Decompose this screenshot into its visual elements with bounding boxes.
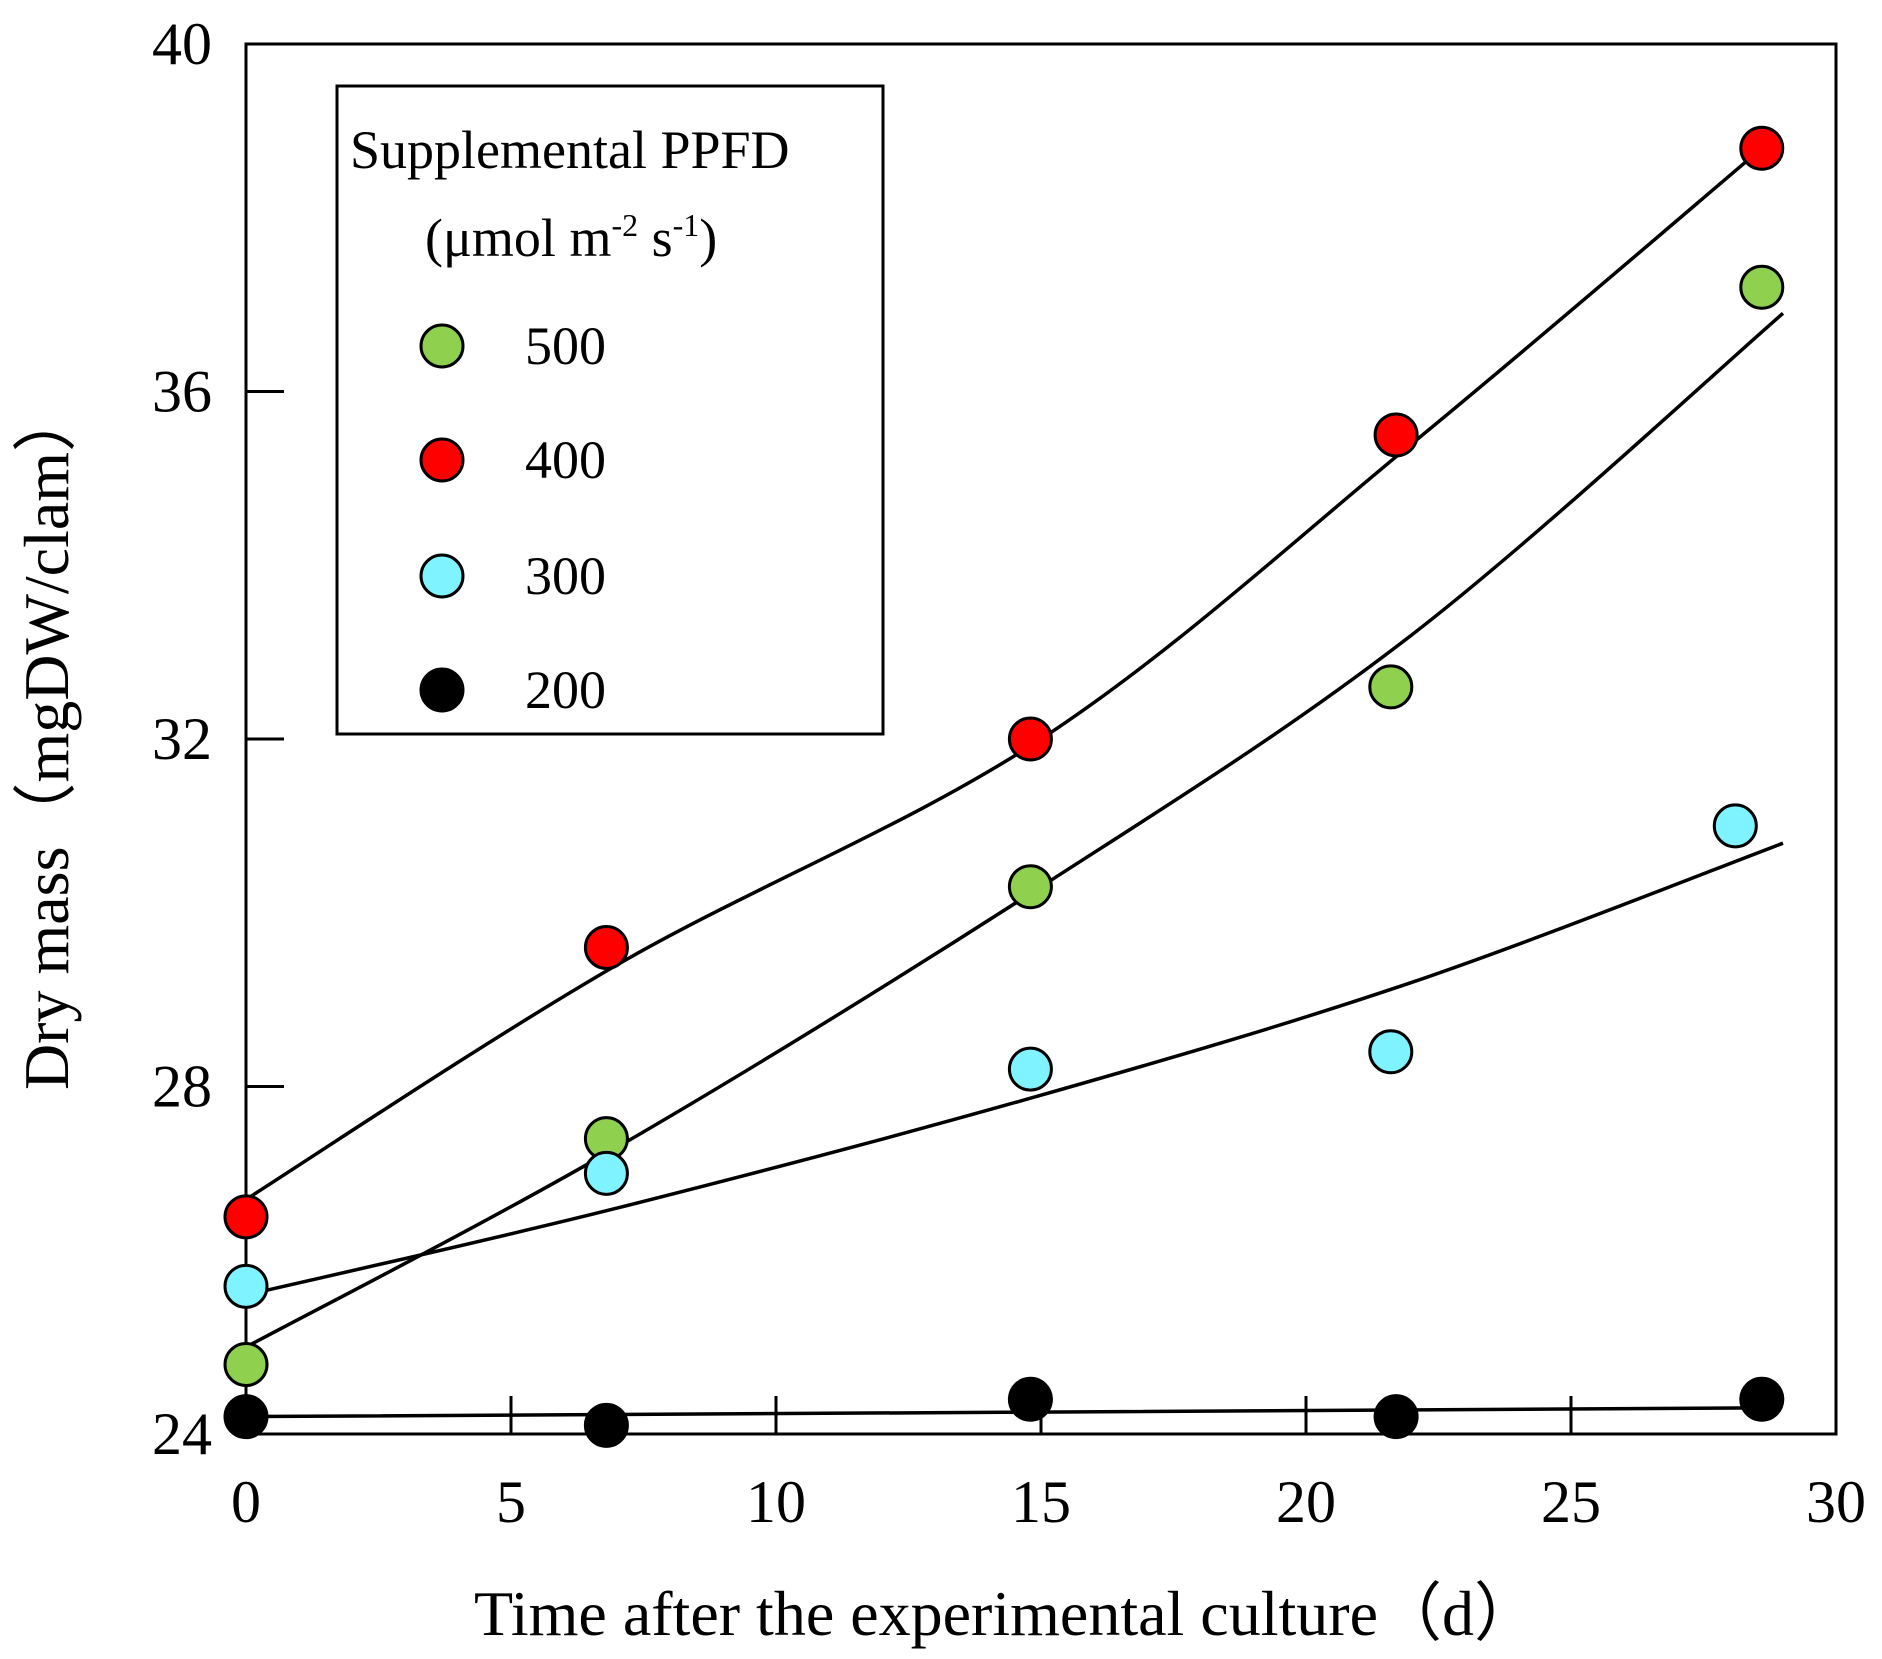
legend-units-prefix: (μmol m xyxy=(425,208,611,268)
x-tick-label-10: 10 xyxy=(746,1469,806,1535)
point-300-4 xyxy=(1712,803,1758,849)
point-400-1 xyxy=(583,925,629,970)
point-400-4 xyxy=(1739,125,1785,171)
x-tick-label-25: 25 xyxy=(1541,1469,1601,1535)
x-tick-label-5: 5 xyxy=(496,1469,526,1535)
point-400-0 xyxy=(223,1194,269,1240)
legend-marker-500 xyxy=(419,323,465,369)
point-200-0 xyxy=(223,1394,269,1440)
x-axis-ticks: 0 5 10 15 20 25 30 xyxy=(231,1396,1866,1535)
point-500-4 xyxy=(1739,264,1785,310)
x-tick-label-15: 15 xyxy=(1011,1469,1071,1535)
y-tick-label-24: 24 xyxy=(152,1401,212,1467)
point-200-2 xyxy=(1007,1376,1053,1422)
legend-units-suffix: ) xyxy=(699,208,717,268)
legend-label-300: 300 xyxy=(525,546,606,606)
legend-units-exp2: -1 xyxy=(673,207,700,243)
point-200-3 xyxy=(1373,1394,1419,1440)
x-tick-label-20: 20 xyxy=(1276,1469,1336,1535)
legend-units-mid: s xyxy=(638,208,673,268)
point-200-4 xyxy=(1739,1376,1785,1422)
y-tick-label-28: 28 xyxy=(152,1054,212,1120)
legend-title: Supplemental PPFD xyxy=(350,120,790,180)
y-tick-label-32: 32 xyxy=(152,706,212,772)
point-400-2 xyxy=(1007,716,1053,762)
legend-marker-400 xyxy=(419,437,465,483)
point-500-3 xyxy=(1368,664,1414,710)
fit-line-300 xyxy=(245,841,1784,1297)
legend-units-exp1: -2 xyxy=(611,207,638,243)
legend-marker-300 xyxy=(419,553,465,599)
point-400-3 xyxy=(1373,412,1419,458)
legend-units: (μmol m-2 s-1) xyxy=(425,207,717,268)
legend-box xyxy=(335,84,885,736)
point-300-3 xyxy=(1368,1029,1414,1075)
x-tick-label-0: 0 xyxy=(231,1469,261,1535)
y-tick-label-36: 36 xyxy=(152,359,212,425)
y-axis-label: Dry mass（mgDW/clam） xyxy=(11,388,82,1090)
point-500-0 xyxy=(223,1342,269,1387)
point-300-2 xyxy=(1007,1046,1053,1092)
legend: Supplemental PPFD (μmol m-2 s-1) 500 400… xyxy=(335,84,885,736)
legend-marker-200 xyxy=(419,667,465,713)
x-tick-label-30: 30 xyxy=(1806,1469,1866,1535)
legend-label-200: 200 xyxy=(525,660,606,720)
point-200-1 xyxy=(583,1402,629,1448)
x-axis-label: Time after the experimental culture（d） xyxy=(474,1578,1538,1649)
legend-label-500: 500 xyxy=(525,316,606,376)
fit-line-200 xyxy=(245,1406,1762,1419)
data-points xyxy=(223,125,1785,1448)
y-axis-ticks: 24 28 32 36 40 xyxy=(152,11,284,1467)
point-300-1 xyxy=(583,1150,629,1196)
point-500-2 xyxy=(1007,864,1053,910)
point-300-0 xyxy=(223,1263,269,1309)
legend-label-400: 400 xyxy=(525,430,606,490)
y-tick-label-40: 40 xyxy=(152,11,212,77)
